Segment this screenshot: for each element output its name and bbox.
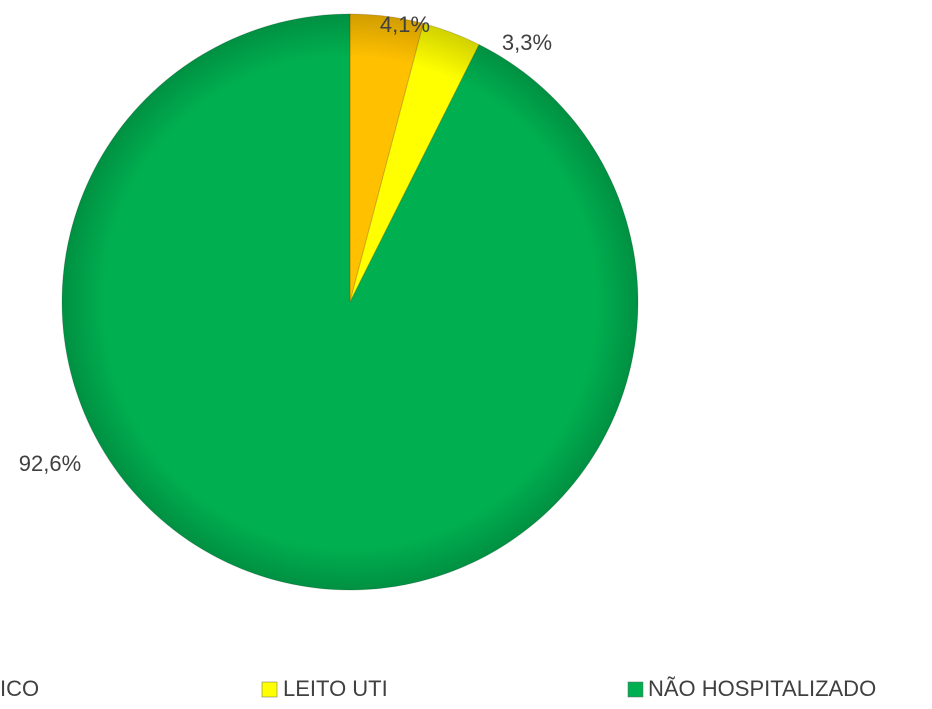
data-label: 3,3%	[502, 30, 552, 55]
pie	[61, 13, 639, 591]
legend-swatch	[261, 681, 278, 698]
legend-label: ICO	[0, 676, 39, 701]
legend-label: LEITO UTI	[283, 676, 388, 701]
legend-label: NÃO HOSPITALIZADO	[648, 676, 876, 701]
data-label: 92,6%	[19, 451, 81, 476]
data-label: 4,1%	[380, 12, 430, 37]
pie-slice	[61, 13, 639, 591]
legend-swatch	[627, 681, 644, 698]
